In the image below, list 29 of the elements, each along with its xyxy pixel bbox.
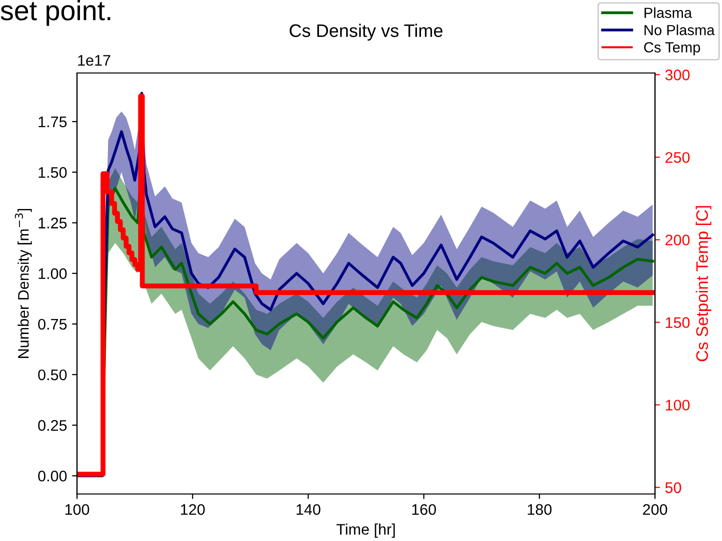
y-tick-label: 1.50 [38,167,67,178]
y-tick-label: 1.00 [38,268,67,280]
y2-tick-label: 100 [666,400,690,411]
x-tick-label: 140 [296,504,320,515]
y-tick-label: 1.25 [38,218,67,228]
x-tick-label: 160 [412,504,436,515]
y2-tick-label: 50 [665,482,682,494]
x-tick-label: 180 [528,504,552,515]
legend-label: Cs Temp [644,42,700,56]
y-axis-title: Number Density [m$^{−3}$] [14,208,32,358]
legend-label: Plasma [644,7,692,18]
y-tick-label: 0.50 [38,369,67,380]
y2-axis-title: Cs Setpoint Temp [C] [696,206,712,362]
y2-tick-label: 250 [665,152,690,163]
x-tick-label: 120 [181,504,205,515]
x-tick-label: 100 [65,504,90,515]
x-axis-title: Time [hr] [336,524,395,538]
legend-label: No Plasma [644,24,715,36]
x-tick-label: 200 [643,504,668,515]
y-tick-label: 0.75 [38,318,67,330]
y2-tick-label: 150 [666,317,690,328]
text: 1e17 [78,55,110,66]
y-tick-label: 0.00 [38,470,67,482]
y2-tick-label: 200 [665,234,690,246]
y-tick-label: 0.25 [38,420,67,431]
chart-title: Cs Density vs Time [290,24,442,41]
y2-tick-label: 300 [665,70,690,80]
text: set point. [0,0,110,26]
y-tick-label: 1.75 [38,116,67,128]
